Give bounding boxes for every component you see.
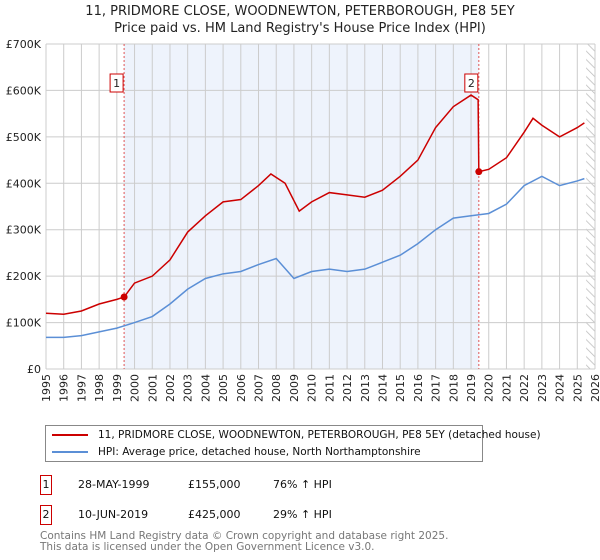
x-tick-label: 2006	[235, 374, 248, 402]
x-tick-label: 2024	[554, 374, 567, 402]
y-tick-label: £200K	[6, 270, 42, 283]
sale-point	[120, 293, 128, 301]
x-tick-label: 2020	[483, 374, 496, 402]
sale-period-shading	[124, 44, 479, 369]
x-tick-label: 2025	[571, 374, 584, 402]
transaction-row: 1 28-MAY-1999 £155,000 76% ↑ HPI	[40, 475, 440, 495]
x-tick-label: 2023	[536, 374, 549, 402]
x-tick-label: 2009	[288, 374, 301, 402]
marker-label: 2	[468, 77, 475, 90]
footer: Contains HM Land Registry data © Crown c…	[40, 531, 448, 553]
x-tick-label: 2003	[182, 374, 195, 402]
x-tick-label: 2019	[465, 374, 478, 402]
y-tick-label: £400K	[6, 177, 42, 190]
x-tick-label: 2022	[518, 374, 531, 402]
price-chart: 1995 1996 1997 1998 1999 2000 2001 2002 2003 2004…	[6, 38, 600, 402]
transaction-price: £155,000	[188, 478, 241, 491]
marker-badge: 1	[40, 475, 52, 495]
marker-label: 1	[113, 77, 120, 90]
x-tick-label: 2005	[217, 374, 230, 402]
y-tick-label: £500K	[6, 131, 42, 144]
marker-box	[109, 73, 124, 93]
legend-item-property: 11, PRIDMORE CLOSE, WOODNEWTON, PETERBOR…	[46, 427, 541, 443]
x-tick-label: 2001	[146, 374, 159, 402]
transaction-date: 28-MAY-1999	[78, 478, 150, 491]
x-tick-label: 2014	[376, 374, 389, 402]
x-tick-label: 1999	[111, 374, 124, 402]
marker-badge: 2	[40, 505, 52, 525]
x-tick-label: 1998	[93, 374, 106, 402]
legend-label: 11, PRIDMORE CLOSE, WOODNEWTON, PETERBOR…	[98, 429, 541, 441]
x-tick-label: 2018	[447, 374, 460, 402]
x-tick-label: 2002	[164, 374, 177, 402]
hpi-line	[46, 175, 585, 339]
footer-copyright: Contains HM Land Registry data © Crown c…	[40, 530, 449, 542]
x-tick-label: 2008	[270, 374, 283, 402]
projection-hatch	[586, 44, 595, 369]
legend-label: HPI: Average price, detached house, Nort…	[98, 446, 421, 458]
chart-title: 11, PRIDMORE CLOSE, WOODNEWTON, PETERBOR…	[85, 4, 515, 19]
x-tick-label: 2007	[253, 374, 266, 402]
transaction-hpi: 29% ↑ HPI	[273, 508, 332, 521]
legend-item-hpi: HPI: Average price, detached house, Nort…	[46, 444, 421, 460]
transaction-date: 10-JUN-2019	[78, 508, 149, 521]
legend-swatch-red	[52, 434, 88, 436]
sale-point	[475, 168, 483, 176]
x-tick-label: 2000	[129, 374, 142, 402]
legend: 11, PRIDMORE CLOSE, WOODNEWTON, PETERBOR…	[45, 425, 541, 462]
x-tick-label: 1995	[40, 374, 53, 402]
x-tick-label: 2011	[323, 374, 336, 402]
y-tick-label: £300K	[6, 224, 42, 237]
y-tick-label: £0	[27, 363, 41, 376]
x-tick-label: 2012	[341, 374, 354, 402]
transaction-row: 2 10-JUN-2019 £425,000 29% ↑ HPI	[40, 505, 440, 525]
x-tick-label: 2004	[199, 374, 212, 402]
y-tick-label: £600K	[6, 84, 42, 97]
legend-swatch-blue	[52, 451, 88, 453]
x-tick-label: 2016	[412, 374, 425, 402]
x-tick-label: 2015	[394, 374, 407, 402]
x-tick-label: 1996	[58, 374, 71, 402]
x-tick-label: 2026	[589, 374, 600, 402]
x-tick-label: 2013	[359, 374, 372, 402]
chart-subtitle: Price paid vs. HM Land Registry's House …	[114, 21, 486, 36]
y-tick-label: £100K	[6, 317, 42, 330]
x-tick-label: 2010	[306, 374, 319, 402]
x-tick-label: 1997	[75, 374, 88, 402]
transaction-price: £425,000	[188, 508, 241, 521]
footer-licence: This data is licensed under the Open Gov…	[40, 541, 375, 553]
x-tick-label: 2021	[500, 374, 513, 402]
property-price-line	[45, 94, 585, 315]
transaction-hpi: 76% ↑ HPI	[273, 478, 332, 491]
x-tick-label: 2017	[430, 374, 443, 402]
marker-box	[464, 73, 479, 93]
y-tick-label: £700K	[6, 38, 42, 51]
